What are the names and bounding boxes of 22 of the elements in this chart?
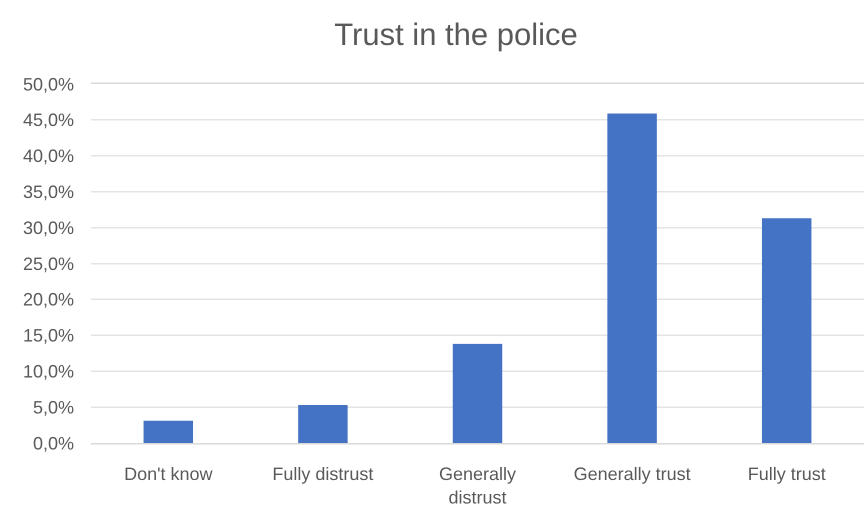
y-tick-label: 0,0% — [32, 433, 74, 454]
y-tick-label: 40,0% — [22, 146, 74, 166]
y-tick-label: 25,0% — [22, 254, 74, 274]
y-tick-label: 30,0% — [22, 218, 74, 238]
bar — [762, 218, 812, 443]
y-tick-label: 45,0% — [22, 110, 74, 130]
y-tick-label: 20,0% — [22, 290, 74, 310]
y-tick-label: 10,0% — [22, 362, 74, 382]
bar — [144, 420, 194, 443]
x-tick-label: Fully distrust — [272, 464, 374, 484]
x-tick-label: Don't know — [124, 464, 214, 484]
y-tick-label: 15,0% — [22, 326, 74, 346]
x-tick-label: Fully trust — [748, 464, 826, 484]
bar — [607, 113, 657, 443]
x-tick-label: Generally distrust — [438, 464, 516, 508]
y-tick-label: 5,0% — [32, 397, 74, 418]
bar — [298, 404, 348, 443]
y-tick-label: 35,0% — [22, 182, 74, 202]
x-tick-label: Generally trust — [574, 464, 691, 484]
y-tick-label: 50,0% — [22, 74, 74, 94]
chart-title: Trust in the police — [334, 16, 578, 52]
bar — [452, 344, 502, 443]
